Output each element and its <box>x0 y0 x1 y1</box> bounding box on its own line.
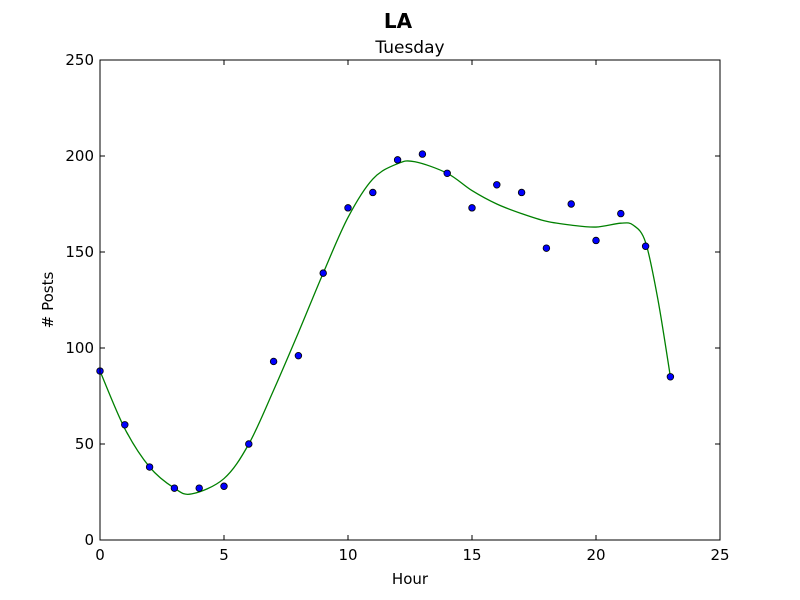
scatter-point <box>443 169 451 177</box>
x-tick-label: 10 <box>338 546 357 564</box>
scatter-point <box>245 440 253 448</box>
x-tick-label: 15 <box>462 546 481 564</box>
scatter-point <box>294 351 303 360</box>
scatter-point <box>567 200 575 208</box>
scatter-point <box>170 484 179 492</box>
y-tick-label: 250 <box>65 51 94 69</box>
y-tick-label: 200 <box>65 147 94 165</box>
scatter-point <box>641 242 650 250</box>
scatter-point <box>542 244 551 252</box>
scatter-point <box>666 373 675 381</box>
scatter-point <box>369 188 377 197</box>
scatter-point <box>418 150 427 158</box>
scatter-point <box>393 156 402 164</box>
y-axis-label: # Posts <box>39 272 57 329</box>
scatter-point <box>617 209 625 218</box>
x-tick-label: 25 <box>710 546 729 564</box>
scatter-points-layer <box>96 150 675 492</box>
scatter-point <box>592 236 600 245</box>
axes-border <box>99 59 721 541</box>
plot-background <box>100 60 720 540</box>
plot-area <box>100 60 720 540</box>
scatter-point <box>344 204 352 212</box>
y-tick-label: 150 <box>65 243 94 261</box>
scatter-point <box>145 463 154 471</box>
axes-frame <box>99 59 721 541</box>
scatter-point <box>269 357 278 366</box>
fit-line <box>99 160 672 495</box>
scatter-point <box>468 204 476 212</box>
fit-line-layer <box>99 160 672 495</box>
x-tick-label: 5 <box>219 546 229 564</box>
scatter-point <box>121 421 129 429</box>
x-tick-label: 20 <box>586 546 605 564</box>
y-tick-label: 100 <box>65 339 94 357</box>
scatter-point <box>319 269 327 277</box>
scatter-point <box>220 482 228 490</box>
y-tick-label: 50 <box>75 435 94 453</box>
x-axis-label: Hour <box>392 570 429 588</box>
x-tick-label: 0 <box>95 546 105 564</box>
chart-suptitle: LA <box>384 9 413 33</box>
scatter-point <box>195 484 203 492</box>
scatter-point <box>517 188 526 197</box>
scatter-point <box>493 181 501 189</box>
y-tick-label: 0 <box>84 531 94 549</box>
chart-title: Tuesday <box>374 38 444 58</box>
